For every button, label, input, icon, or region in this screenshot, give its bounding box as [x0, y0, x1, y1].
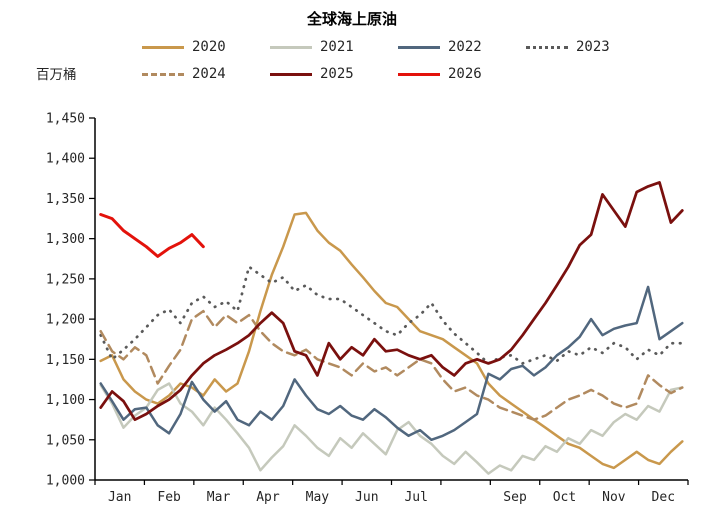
legend-swatch-2025	[270, 72, 312, 76]
y-tick-label: 1,150	[46, 353, 85, 368]
legend-item-2023: 2023	[526, 38, 654, 56]
y-tick-label: 1,250	[46, 272, 85, 287]
legend-item-2026: 2026	[398, 65, 526, 83]
legend-label-2024: 2024	[192, 66, 226, 82]
series-line-2020	[99, 211, 684, 470]
series-line-2023	[99, 265, 684, 365]
legend-item-2021: 2021	[270, 38, 398, 56]
y-tick-label: 1,350	[46, 192, 85, 207]
legend-swatch-2023	[526, 45, 568, 49]
legend-swatch-2024	[142, 72, 184, 76]
y-tick-label: 1,050	[46, 433, 85, 448]
y-tick-label: 1,000	[46, 474, 85, 489]
series-line-2021	[99, 382, 684, 475]
y-tick-label: 1,300	[46, 232, 85, 247]
series-line-2025	[99, 181, 684, 422]
series-line-2022	[99, 285, 684, 442]
legend-label-2026: 2026	[448, 66, 482, 82]
y-tick-label: 1,200	[46, 313, 85, 328]
x-tick-label: Sep	[503, 490, 527, 505]
x-tick-label: Mar	[207, 490, 231, 505]
series-line-2024	[99, 309, 684, 421]
series-line-2026	[99, 213, 205, 258]
legend-item-2020: 2020	[142, 38, 270, 56]
legend-label-2022: 2022	[448, 39, 482, 55]
y-axis-unit-label: 百万桶	[36, 67, 77, 82]
legend-item-2022: 2022	[398, 38, 526, 56]
legend-label-2020: 2020	[192, 39, 226, 55]
chart-title: 全球海上原油	[306, 11, 397, 28]
legend-label-2023: 2023	[576, 39, 610, 55]
y-tick-label: 1,450	[46, 112, 85, 127]
x-tick-label: Nov	[602, 490, 626, 505]
x-tick-label: Jan	[108, 490, 131, 505]
legend-item-2025: 2025	[270, 65, 398, 83]
y-tick-label: 1,400	[46, 152, 85, 167]
legend-swatch-2026	[398, 72, 440, 76]
x-tick-label: Jul	[404, 490, 427, 505]
legend-swatch-2022	[398, 45, 440, 49]
legend-label-2025: 2025	[320, 66, 354, 82]
x-tick-label: Dec	[652, 490, 675, 505]
legend-swatch-2020	[142, 45, 184, 49]
legend: 2020 2021 2022 2023 2024 2025 2026	[142, 38, 654, 83]
legend-item-2024: 2024	[142, 65, 270, 83]
x-tick-label: Jun	[355, 490, 378, 505]
legend-label-2021: 2021	[320, 39, 354, 55]
x-tick-label: Feb	[157, 490, 181, 505]
x-tick-label: Apr	[256, 490, 280, 505]
legend-swatch-2021	[270, 45, 312, 49]
x-tick-label: Oct	[553, 490, 576, 505]
y-tick-label: 1,100	[46, 393, 85, 408]
x-tick-label: May	[306, 490, 330, 505]
